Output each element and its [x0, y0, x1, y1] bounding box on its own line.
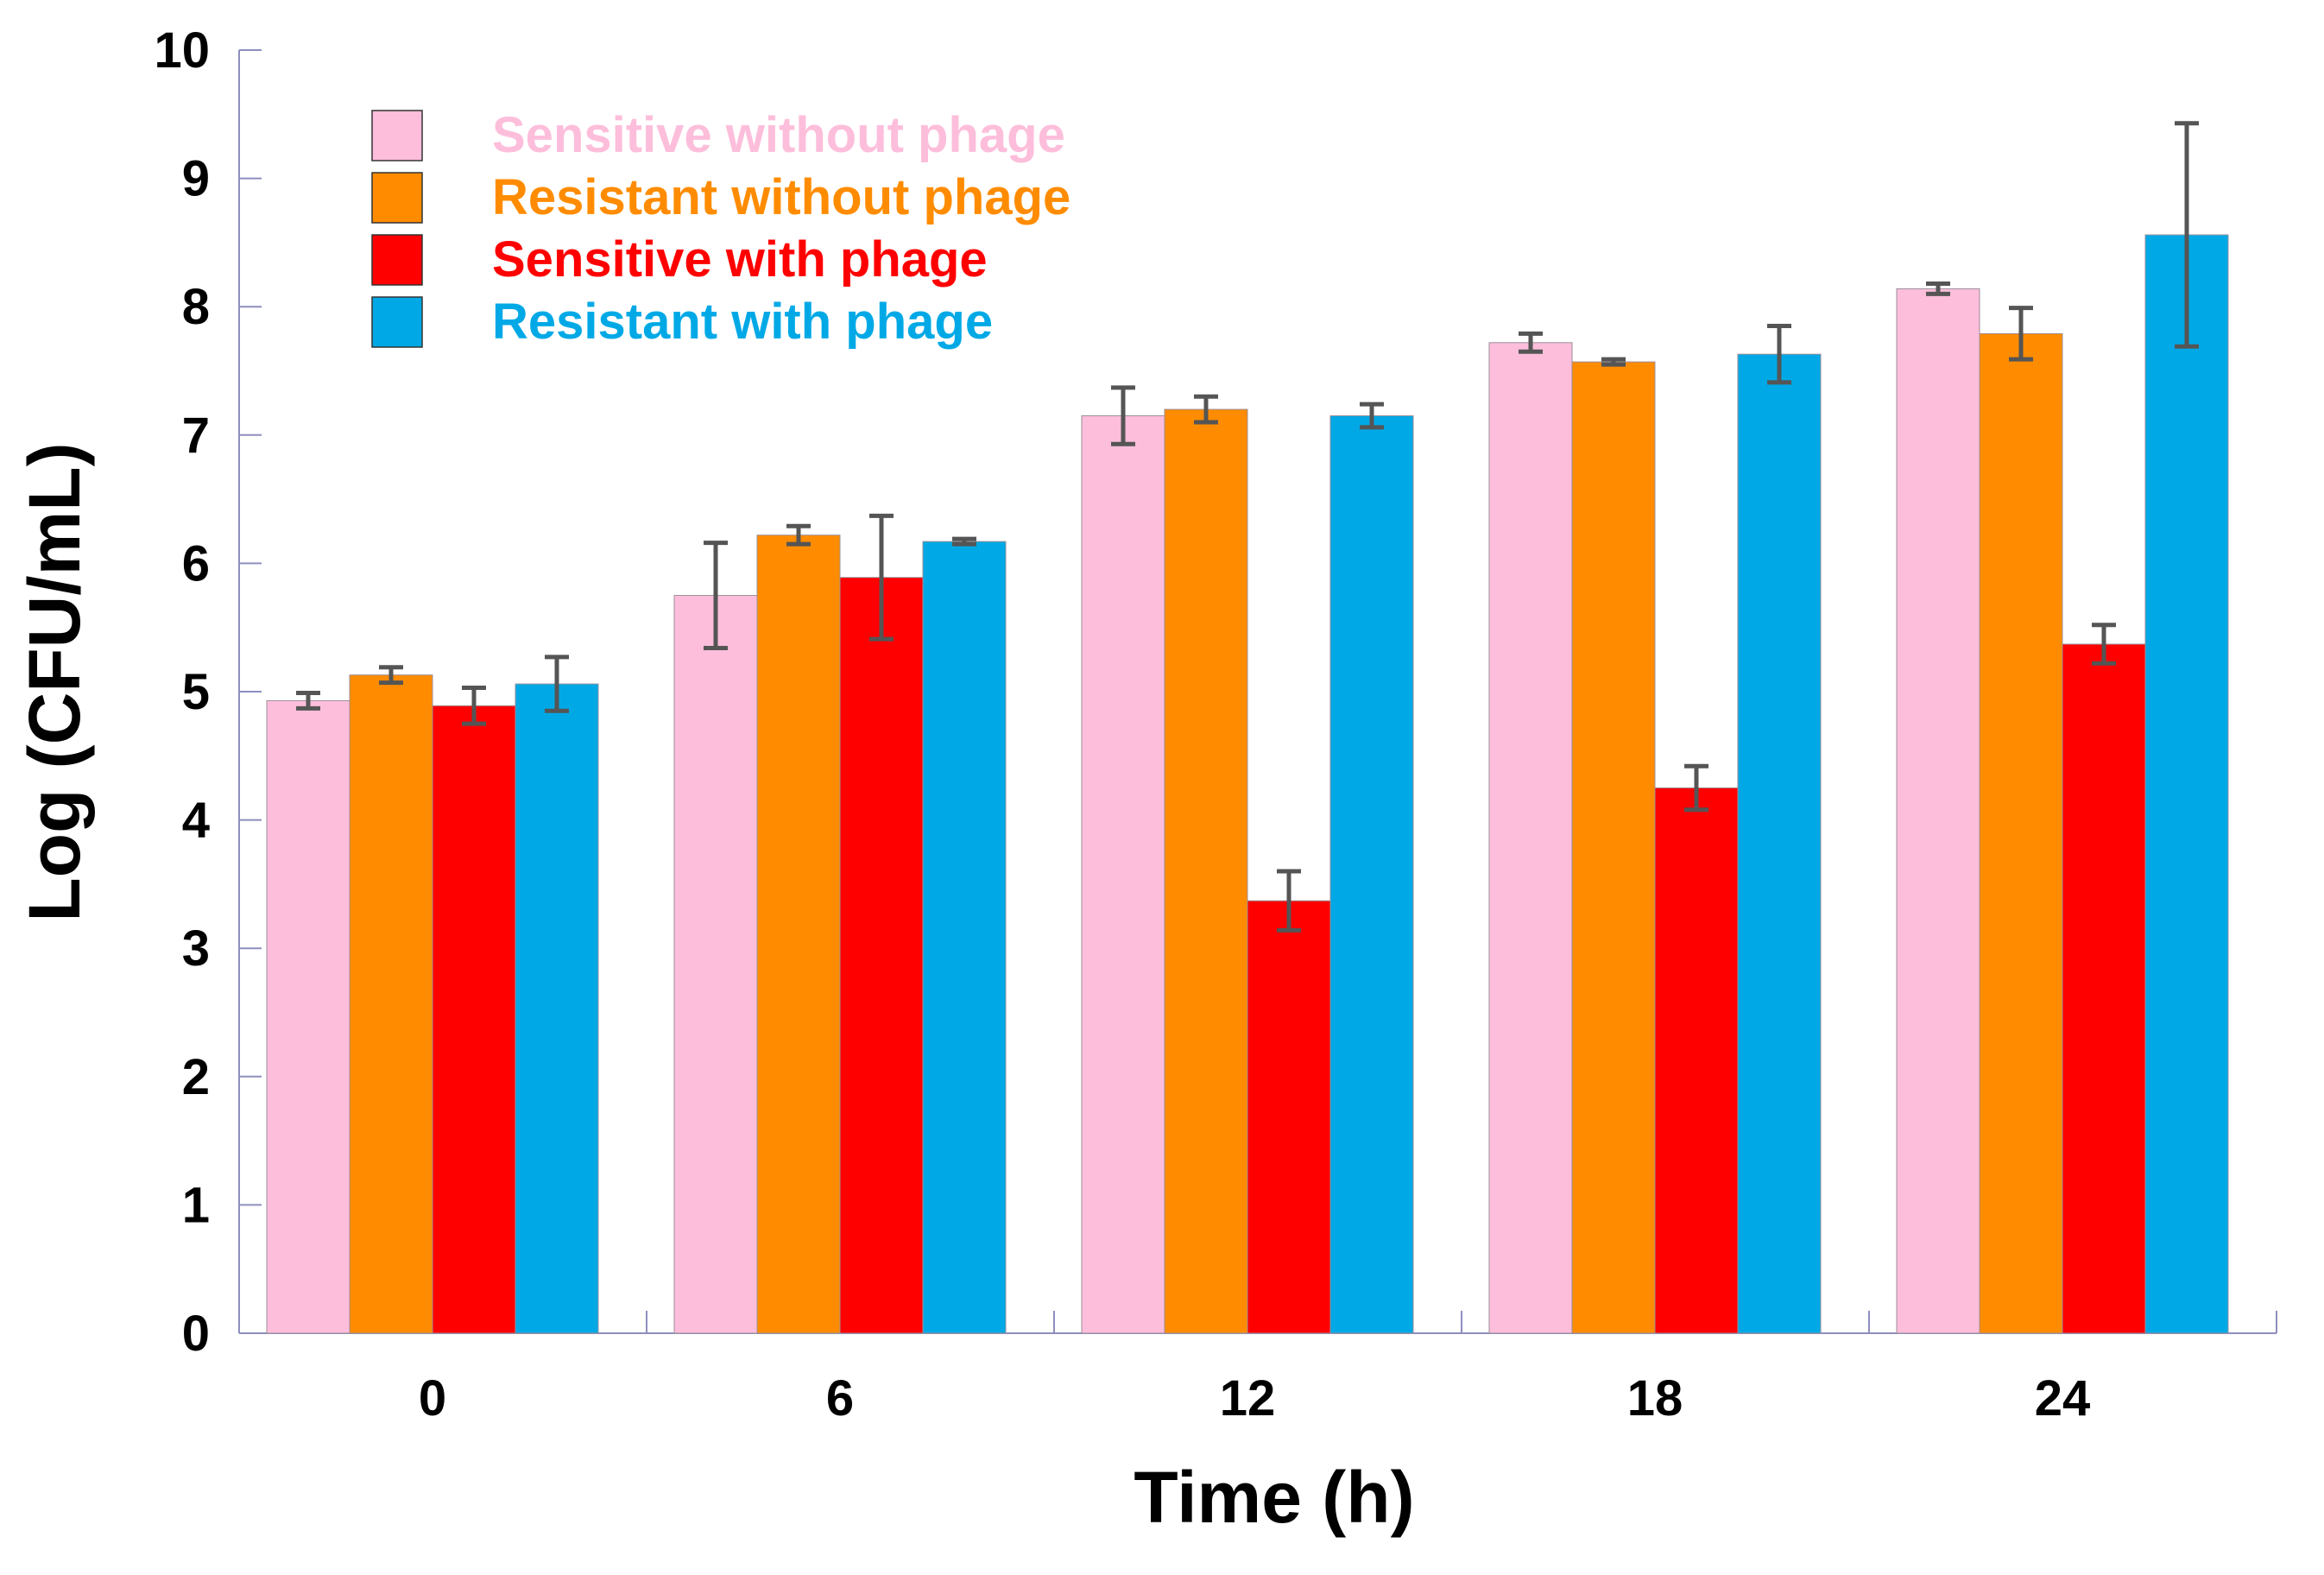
- x-tick-label: 24: [2035, 1370, 2091, 1426]
- bar: [839, 577, 924, 1334]
- y-tick-label: 1: [182, 1177, 210, 1233]
- y-tick-label: 7: [182, 408, 210, 464]
- bar: [1979, 332, 2063, 1334]
- x-axis-title: Time (h): [1134, 1457, 1414, 1538]
- bar: [922, 541, 1007, 1334]
- y-tick-label: 10: [154, 22, 210, 79]
- x-tick-label: 0: [419, 1370, 446, 1426]
- y-tick-label: 3: [182, 920, 210, 977]
- bar: [1896, 288, 1980, 1334]
- bar: [1737, 353, 1822, 1334]
- y-tick-label: 0: [182, 1306, 210, 1362]
- legend-swatch: [371, 234, 423, 286]
- y-tick-label: 9: [182, 151, 210, 207]
- y-axis-title: Log (CFU/mL): [14, 442, 95, 921]
- error-bars: [296, 121, 2199, 933]
- legend-swatch: [371, 110, 423, 161]
- bar: [1164, 408, 1248, 1334]
- bar: [1654, 787, 1739, 1334]
- y-tick-label: 4: [182, 793, 210, 849]
- legend-label: Resistant with phage: [492, 294, 993, 350]
- bar: [2062, 643, 2146, 1334]
- bar: [1247, 900, 1331, 1334]
- y-tick-label: 5: [182, 664, 210, 720]
- bar: [1329, 415, 1414, 1334]
- bar: [756, 534, 841, 1334]
- bar: [673, 595, 758, 1334]
- bar: [515, 683, 599, 1334]
- legend-label: Sensitive without phage: [492, 107, 1065, 163]
- bar: [432, 705, 516, 1334]
- legend-swatch: [371, 296, 423, 348]
- y-tick-label: 8: [182, 279, 210, 335]
- legend: Sensitive without phage Resistant without…: [371, 107, 1070, 350]
- x-tick-label: 18: [1627, 1370, 1683, 1426]
- bar: [1488, 342, 1573, 1334]
- x-tick-label: 12: [1220, 1370, 1276, 1426]
- y-tick-label: 6: [182, 535, 210, 591]
- legend-label: Sensitive with phage: [492, 231, 988, 288]
- x-tick-label: 6: [826, 1370, 854, 1426]
- bar: [1571, 361, 1656, 1334]
- bars: [266, 234, 2229, 1334]
- bar: [266, 699, 350, 1334]
- bar: [349, 674, 433, 1334]
- legend-swatch: [371, 172, 423, 224]
- bar: [1081, 415, 1165, 1334]
- y-tick-label: 2: [182, 1049, 210, 1105]
- bar: [2144, 234, 2229, 1334]
- legend-label: Resistant without phage: [492, 169, 1070, 225]
